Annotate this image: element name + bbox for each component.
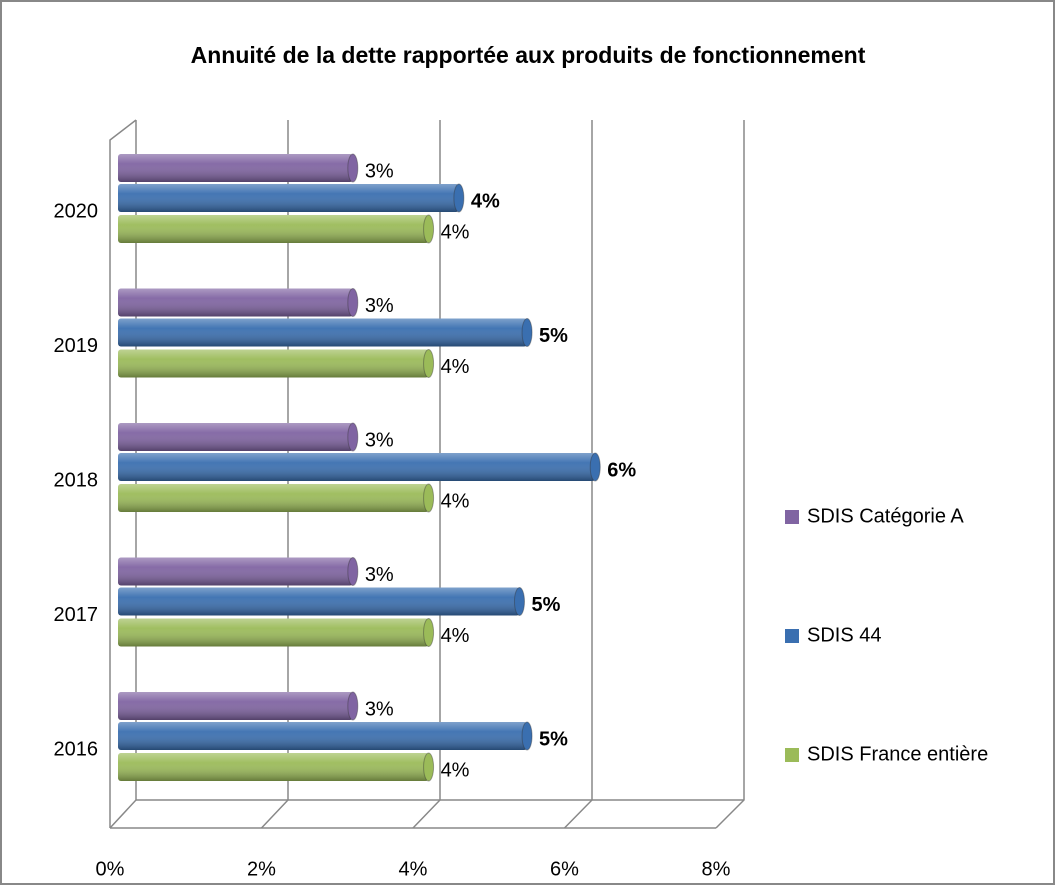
y-tick-label: 2019 [54,335,99,357]
y-tick-label: 2016 [54,738,99,760]
bar-shade [118,215,429,243]
bar-cap [347,153,359,183]
left-wall [109,119,137,828]
bar-shade [118,692,353,720]
data-label: 4% [441,625,470,647]
bar-cap [347,557,359,586]
bar-cap [347,691,359,721]
x-tick-label: 4% [399,858,428,880]
data-label: 6% [607,459,636,481]
data-label: 5% [539,728,568,750]
bar-shade [118,587,520,616]
chart-title: Annuité de la dette rapportée aux produi… [191,42,866,68]
bar-cap [589,452,601,482]
data-label: 4% [441,490,470,512]
data-label: 4% [441,356,470,378]
data-label: 5% [531,594,560,616]
data-label: 3% [365,698,394,720]
y-tick-label: 2020 [54,200,99,222]
legend-swatch [785,629,799,643]
bar-cap [521,318,533,347]
legend-swatch [785,748,799,762]
data-label: 3% [365,429,394,451]
bar-cap [347,288,359,317]
data-label: 3% [365,295,394,317]
bar-shade [118,288,353,317]
bar-cap [521,721,533,751]
bar-shade [118,618,429,647]
legend-label: SDIS Catégorie A [807,505,964,527]
y-tick-label: 2017 [54,604,99,626]
data-label: 4% [441,759,470,781]
bar-cap [347,422,359,452]
legend-label: SDIS 44 [807,624,881,646]
legend-label: SDIS France entière [807,743,988,765]
x-tick-label: 0% [96,858,125,880]
bar-shade [118,722,528,750]
bar-shade [118,318,528,347]
bar-shade [118,154,353,182]
bar-shade [118,557,353,586]
y-tick-label: 2018 [54,469,99,491]
bar-shade [118,349,429,378]
bar-shade [118,484,429,512]
bar-cap [423,349,435,378]
data-label: 3% [365,564,394,586]
x-tick-label: 2% [247,858,276,880]
data-label: 4% [441,221,470,243]
bar-cap [423,483,435,513]
data-label: 5% [539,325,568,347]
bar-cap [513,587,525,616]
data-label: 4% [471,190,500,212]
data-label: 3% [365,160,394,182]
bar-cap [453,183,465,213]
x-tick-label: 8% [702,858,731,880]
bar-shade [118,423,353,451]
x-tick-label: 6% [550,858,579,880]
legend-swatch [785,510,799,524]
bar-cap [423,618,435,647]
bar-shade [118,453,596,481]
bar-cap [423,752,435,782]
bar-shade [118,753,429,781]
bar-shade [118,184,459,212]
bar-cap [423,214,435,244]
